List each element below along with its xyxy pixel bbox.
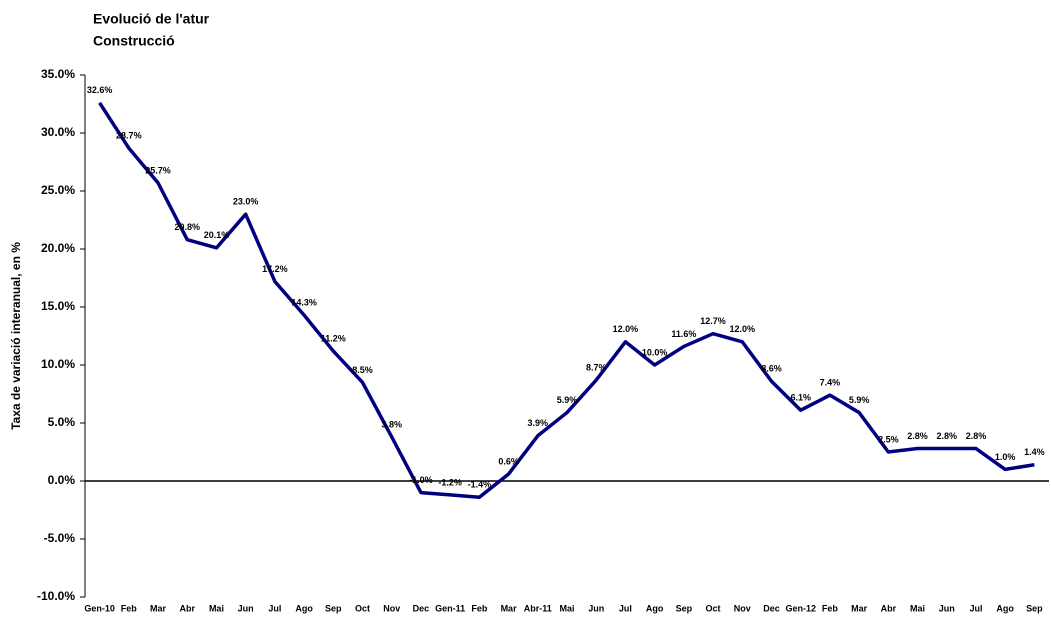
x-tick-label: Sep — [1026, 603, 1043, 613]
data-label: 2.8% — [936, 431, 957, 441]
x-tick-label: Abr — [881, 603, 897, 613]
x-tick-label: Mai — [559, 603, 574, 613]
data-label: -1.2% — [438, 477, 462, 487]
data-label: 20.8% — [174, 222, 200, 232]
chart-subtitle: Construcció — [93, 33, 175, 49]
x-tick-label: Feb — [121, 603, 138, 613]
x-tick-label: Oct — [355, 603, 370, 613]
x-tick-label: Sep — [676, 603, 693, 613]
x-tick-label: Oct — [706, 603, 721, 613]
data-label: 2.8% — [966, 431, 987, 441]
x-tick-label: Mai — [910, 603, 925, 613]
x-tick-label: Sep — [325, 603, 342, 613]
x-tick-label: Mai — [209, 603, 224, 613]
x-tick-label: Jun — [588, 603, 604, 613]
x-tick-label: Ago — [646, 603, 664, 613]
y-tick-label: 20.0% — [41, 241, 75, 255]
y-tick-label: 5.0% — [48, 415, 76, 429]
x-tick-label: Gen-12 — [785, 603, 816, 613]
x-tick-label: Jun — [238, 603, 254, 613]
x-tick-label: Jun — [939, 603, 955, 613]
data-label: 10.0% — [642, 347, 668, 357]
y-tick-label: -5.0% — [44, 531, 76, 545]
data-label: 2.5% — [878, 434, 899, 444]
data-label: 6.1% — [790, 393, 811, 403]
y-tick-label: -10.0% — [37, 589, 75, 603]
data-label: -1.0% — [409, 475, 433, 485]
x-tick-label: Abr — [179, 603, 195, 613]
data-label: 28.7% — [116, 130, 142, 140]
x-tick-label: Mar — [501, 603, 518, 613]
data-label: 17.2% — [262, 264, 288, 274]
x-tick-label: Mar — [150, 603, 167, 613]
x-tick-label: Abr-11 — [524, 603, 552, 613]
line — [98, 101, 1035, 499]
data-label: 12.7% — [700, 316, 726, 326]
data-label: 8.6% — [761, 364, 782, 374]
y-axis-label: Taxa de variació interanual, en % — [9, 242, 23, 430]
data-label: 2.8% — [907, 431, 928, 441]
data-label: 3.9% — [528, 418, 549, 428]
data-label: 7.4% — [820, 378, 841, 388]
x-tick-label: Mar — [851, 603, 868, 613]
y-tick-label: 30.0% — [41, 125, 75, 139]
x-tick-label: Gen-11 — [435, 603, 465, 613]
y-tick-label: 35.0% — [41, 67, 75, 81]
data-label: 12.0% — [613, 324, 639, 334]
x-tick-label: Ago — [295, 603, 313, 613]
data-label: -1.4% — [468, 480, 492, 490]
x-tick-label: Feb — [822, 603, 839, 613]
x-tick-label: Jul — [268, 603, 281, 613]
data-label: 5.9% — [557, 395, 578, 405]
y-tick-label: 15.0% — [41, 299, 75, 313]
y-tick-label: 0.0% — [48, 473, 76, 487]
data-label: 8.7% — [586, 362, 607, 372]
data-label: 20.1% — [204, 230, 230, 240]
data-label: 5.9% — [849, 395, 870, 405]
data-label: 8.5% — [352, 365, 373, 375]
x-tick-label: Nov — [383, 603, 400, 613]
x-tick-label: Gen-10 — [84, 603, 115, 613]
data-label: 0.6% — [498, 456, 519, 466]
x-tick-label: Dec — [413, 603, 430, 613]
x-tick-label: Ago — [996, 603, 1014, 613]
x-tick-label: Feb — [471, 603, 488, 613]
x-tick-label: Nov — [734, 603, 751, 613]
chart-title: Evolució de l'atur — [93, 11, 210, 27]
x-tick-label: Jul — [969, 603, 982, 613]
data-label: 1.4% — [1024, 447, 1045, 457]
data-label: 32.6% — [87, 85, 113, 95]
y-tick-label: 25.0% — [41, 183, 75, 197]
data-label: 14.3% — [291, 297, 317, 307]
x-tick-label: Dec — [763, 603, 780, 613]
data-label: 1.0% — [995, 452, 1016, 462]
data-label: 12.0% — [730, 324, 756, 334]
data-label: 11.6% — [671, 329, 696, 339]
data-label: 11.2% — [321, 333, 346, 343]
data-label: 25.7% — [145, 165, 171, 175]
x-tick-label: Jul — [619, 603, 632, 613]
y-tick-label: 10.0% — [41, 357, 75, 371]
data-label: 23.0% — [233, 197, 259, 207]
data-label: 3.8% — [381, 419, 402, 429]
